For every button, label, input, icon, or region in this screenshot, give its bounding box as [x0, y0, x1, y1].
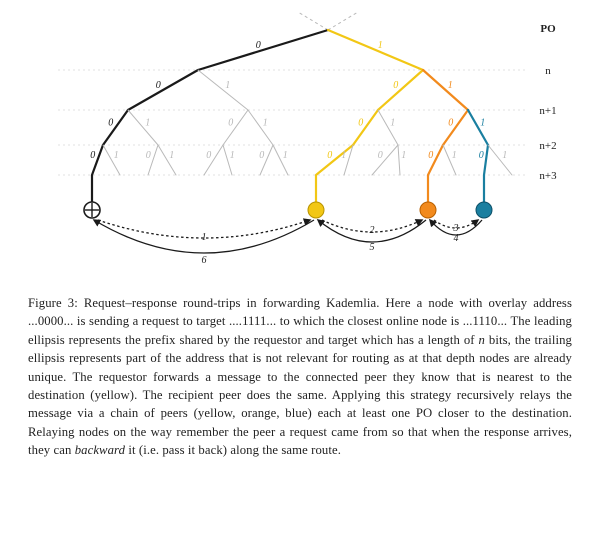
- svg-text:1: 1: [225, 80, 230, 91]
- caption-backward: backward: [75, 443, 125, 457]
- svg-text:1: 1: [230, 150, 235, 161]
- svg-text:0: 0: [393, 80, 398, 91]
- svg-text:0: 0: [146, 150, 151, 161]
- svg-text:0: 0: [358, 118, 363, 129]
- svg-text:n+1: n+1: [539, 105, 556, 117]
- svg-text:0: 0: [259, 150, 264, 161]
- svg-text:0: 0: [479, 150, 484, 161]
- svg-text:1: 1: [448, 80, 453, 91]
- svg-text:4: 4: [454, 233, 459, 244]
- svg-text:0: 0: [108, 118, 113, 129]
- svg-text:1: 1: [502, 150, 507, 161]
- svg-text:1: 1: [341, 150, 346, 161]
- caption-tail: it (i.e. pass it back) along the same ro…: [125, 443, 341, 457]
- svg-text:n+2: n+2: [539, 140, 556, 152]
- svg-text:0: 0: [428, 150, 433, 161]
- svg-text:0: 0: [378, 150, 383, 161]
- caption-mid: bits, the trailing ellipsis represents p…: [28, 333, 572, 457]
- kademlia-tree-diagram: 010101010101010101010101010101 123456 PO…: [28, 10, 572, 280]
- svg-text:1: 1: [401, 150, 406, 161]
- tree-svg: 010101010101010101010101010101 123456 PO…: [28, 10, 572, 280]
- svg-text:0: 0: [327, 150, 332, 161]
- svg-text:1: 1: [378, 40, 383, 51]
- svg-text:0: 0: [256, 40, 261, 51]
- svg-text:1: 1: [202, 232, 207, 243]
- svg-text:0: 0: [228, 118, 233, 129]
- svg-text:PO: PO: [540, 23, 556, 35]
- svg-text:1: 1: [283, 150, 288, 161]
- svg-text:1: 1: [169, 150, 174, 161]
- svg-text:1: 1: [145, 118, 150, 129]
- svg-text:n+3: n+3: [539, 170, 557, 182]
- svg-text:0: 0: [90, 150, 95, 161]
- svg-text:1: 1: [452, 150, 457, 161]
- svg-text:1: 1: [480, 118, 485, 129]
- svg-text:5: 5: [370, 242, 375, 253]
- svg-text:1: 1: [390, 118, 395, 129]
- svg-text:1: 1: [263, 118, 268, 129]
- svg-text:1: 1: [114, 150, 119, 161]
- svg-text:6: 6: [202, 255, 207, 266]
- svg-text:2: 2: [370, 225, 375, 236]
- svg-text:n: n: [545, 65, 551, 77]
- figure-caption: Figure 3: Request–response round-trips i…: [28, 294, 572, 460]
- svg-text:0: 0: [156, 80, 161, 91]
- svg-text:0: 0: [206, 150, 211, 161]
- svg-text:0: 0: [448, 118, 453, 129]
